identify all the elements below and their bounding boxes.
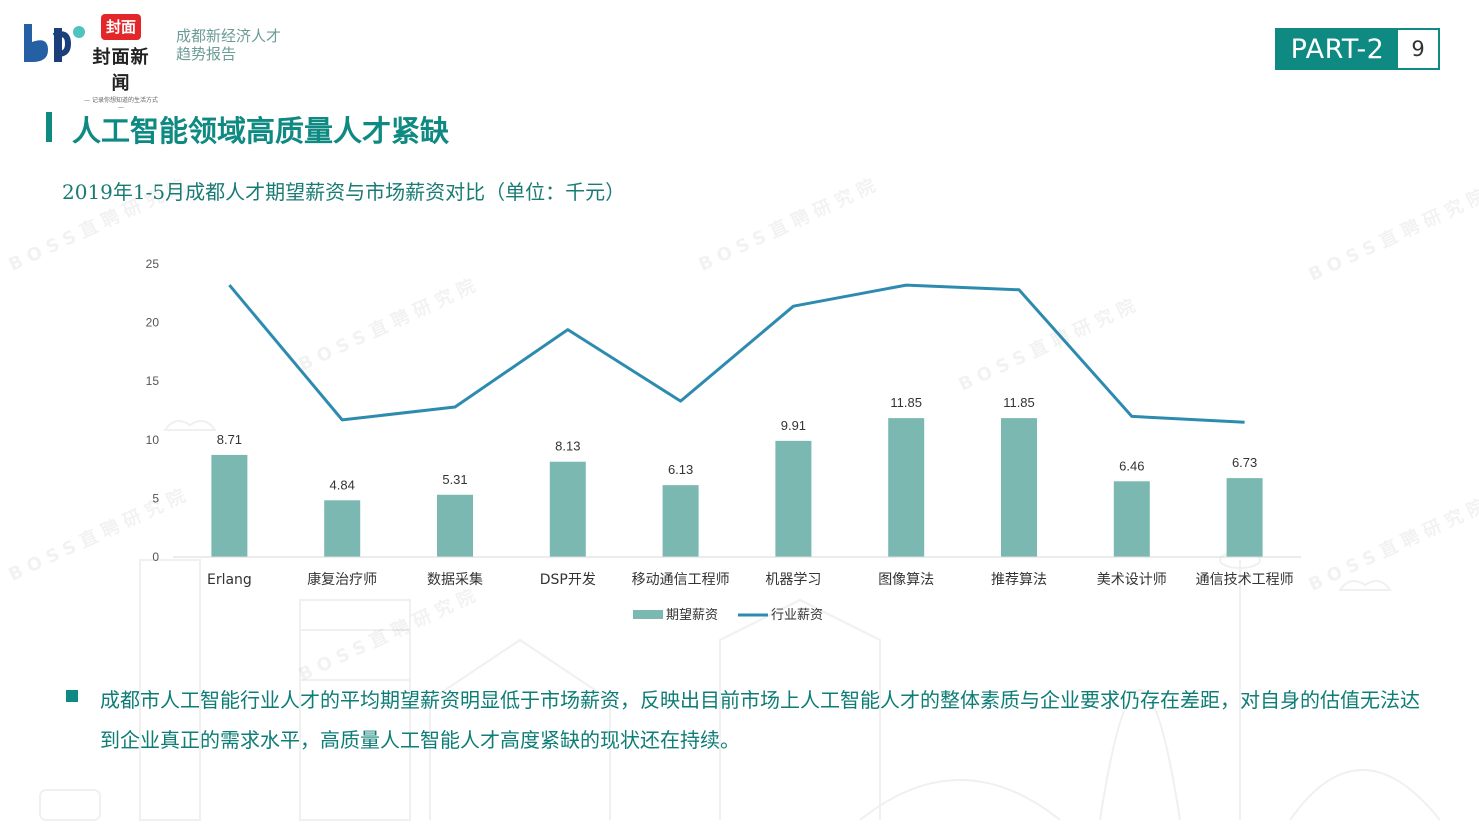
bar bbox=[888, 418, 925, 557]
y-tick-label: 15 bbox=[146, 374, 160, 388]
x-tick-label: 机器学习 bbox=[765, 572, 821, 588]
line-series bbox=[228, 283, 1245, 424]
summary-text: 成都市人工智能行业人才的平均期望薪资明显低于市场薪资，反映出目前市场上人工智能人… bbox=[100, 688, 1420, 752]
legend-label: 行业薪资 bbox=[771, 608, 823, 623]
data-label: 11.85 bbox=[1003, 395, 1035, 410]
section-title: 人工智能领域高质量人才紧缺 bbox=[72, 114, 450, 148]
bar bbox=[1113, 481, 1150, 557]
x-tick-label: DSP开发 bbox=[540, 572, 596, 588]
bullet-square-icon bbox=[66, 690, 78, 702]
bar bbox=[662, 485, 699, 557]
x-tick-label: 图像算法 bbox=[878, 572, 934, 588]
report-title-line1: 成都新经济人才 bbox=[176, 27, 282, 45]
x-tick-label: 移动通信工程师 bbox=[632, 572, 730, 588]
bar-series: 8.71 4.84 5.31 8.13 6.13 9.91 11.85 11.85 6.46 6.… bbox=[211, 395, 1263, 557]
x-tick-label: 美术设计师 bbox=[1097, 572, 1167, 588]
bar bbox=[211, 454, 248, 557]
fengmian-brand: 封面新闻 bbox=[92, 47, 150, 94]
data-label: 6.73 bbox=[1232, 455, 1257, 470]
fengmian-tagline: — 记录你想知道的生活方式 — bbox=[84, 97, 158, 111]
data-label: 11.85 bbox=[890, 395, 922, 410]
y-tick-label: 10 bbox=[146, 433, 160, 447]
x-tick-label: 数据采集 bbox=[427, 571, 483, 588]
data-label: 5.31 bbox=[442, 472, 467, 487]
fengmian-badge: 封面 bbox=[100, 14, 141, 40]
legend-bar-swatch bbox=[633, 610, 663, 619]
y-axis: 0 5 10 15 20 25 bbox=[146, 257, 160, 564]
report-title-line2: 趋势报告 bbox=[176, 45, 237, 63]
chart-title: 2019年1-5月成都人才期望薪资与市场薪资对比（单位：千元） bbox=[62, 180, 626, 204]
bar bbox=[775, 440, 812, 557]
data-label: 6.46 bbox=[1119, 458, 1144, 473]
series-line bbox=[228, 283, 1245, 424]
bar bbox=[437, 494, 473, 557]
bar bbox=[549, 461, 586, 557]
x-tick-label: 康复治疗师 bbox=[307, 571, 377, 588]
data-label: 6.13 bbox=[668, 462, 693, 477]
bar bbox=[1001, 418, 1037, 557]
report-title: 成都新经济人才 趋势报告 bbox=[176, 27, 316, 63]
x-tick-label: Erlang bbox=[207, 572, 252, 588]
bar bbox=[324, 500, 361, 557]
bar bbox=[1226, 478, 1263, 557]
part-label: PART-2 bbox=[1277, 30, 1398, 68]
x-tick-label: 推荐算法 bbox=[991, 572, 1047, 588]
salary-comparison-chart: 0 5 10 15 20 25 8.71 4.84 5.31 8.13 6.13 9.91 11.85… bbox=[146, 257, 1301, 623]
b1-logo-icon bbox=[24, 24, 85, 62]
page-number: 9 bbox=[1411, 37, 1425, 61]
chart-legend: 期望薪资 行业薪资 bbox=[633, 607, 823, 623]
fengmian-logo: 封面 封面新闻 — 记录你想知道的生活方式 — bbox=[84, 14, 158, 111]
x-tick-label: 通信技术工程师 bbox=[1196, 572, 1294, 588]
x-axis: Erlang 康复治疗师 数据采集 DSP开发 移动通信工程师 机器学习 图像算法 推荐算法 美… bbox=[173, 556, 1301, 588]
y-tick-label: 5 bbox=[152, 491, 159, 505]
legend-label: 期望薪资 bbox=[666, 607, 718, 623]
data-label: 4.84 bbox=[330, 477, 355, 492]
y-tick-label: 25 bbox=[146, 257, 160, 271]
y-tick-label: 0 bbox=[152, 550, 159, 564]
data-label: 8.13 bbox=[555, 439, 580, 454]
part-indicator: PART-2 9 bbox=[1275, 28, 1440, 70]
y-tick-label: 20 bbox=[146, 316, 160, 330]
data-label: 9.91 bbox=[781, 418, 806, 433]
data-label: 8.71 bbox=[217, 432, 242, 447]
section-accent-bar bbox=[46, 112, 52, 142]
